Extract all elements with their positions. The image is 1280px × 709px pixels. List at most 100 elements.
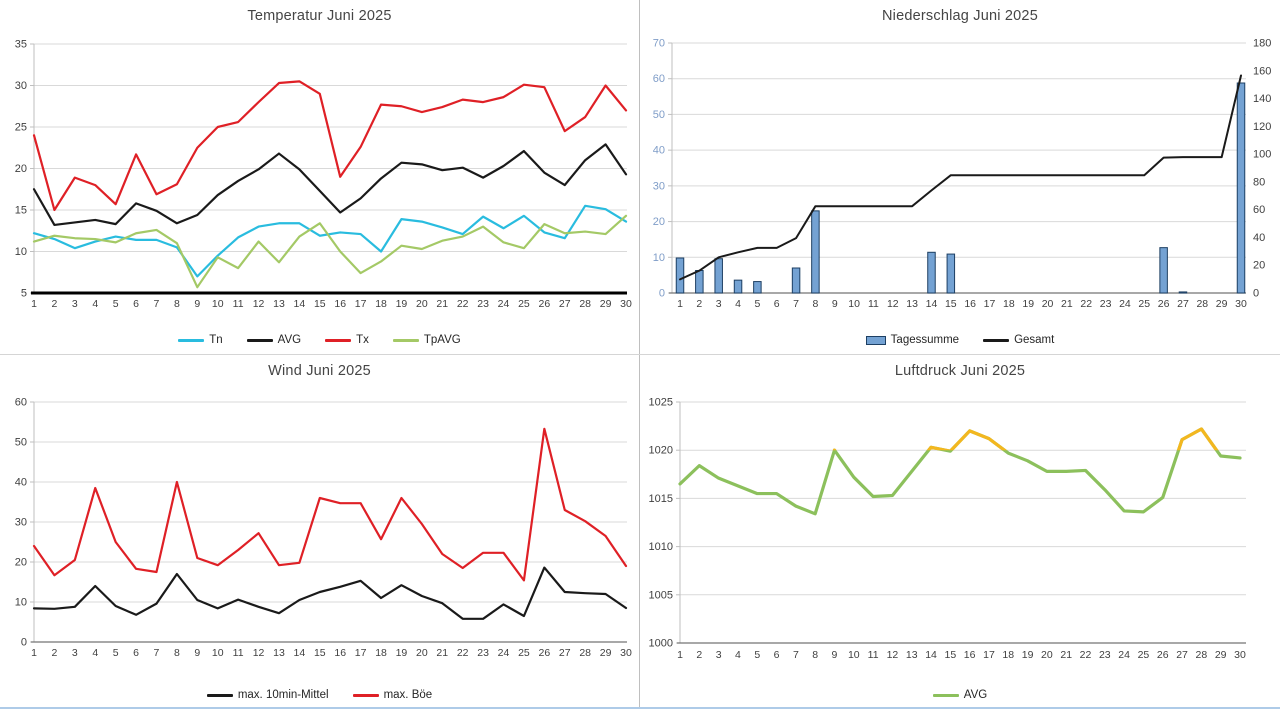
svg-text:1000: 1000	[649, 638, 673, 650]
svg-text:17: 17	[983, 649, 995, 661]
svg-text:30: 30	[620, 647, 632, 659]
svg-text:1: 1	[677, 298, 683, 310]
svg-text:1: 1	[677, 649, 683, 661]
svg-text:1015: 1015	[649, 493, 673, 505]
svg-text:7: 7	[793, 649, 799, 661]
svg-text:50: 50	[15, 437, 27, 449]
legend-item-10min-mittel: max. 10min-Mittel	[206, 689, 329, 701]
svg-text:1025: 1025	[649, 397, 673, 409]
svg-text:25: 25	[1138, 649, 1150, 661]
tpavg-line-swatch	[392, 338, 419, 342]
niederschlag-chart-panel: Niederschlag Juni 2025 70 60 50 40 30 20 10 0 18…	[640, 0, 1280, 354]
svg-text:50: 50	[653, 109, 665, 121]
horizontal-divider	[0, 354, 1280, 355]
svg-text:20: 20	[1041, 649, 1053, 661]
svg-text:23: 23	[477, 647, 489, 659]
svg-text:12: 12	[253, 647, 265, 659]
legend-item-tx: Tx	[325, 334, 369, 346]
svg-text:70: 70	[653, 38, 665, 50]
svg-text:16: 16	[964, 649, 976, 661]
svg-text:14: 14	[294, 298, 306, 310]
svg-text:13: 13	[906, 298, 918, 310]
svg-text:14: 14	[925, 649, 937, 661]
svg-text:12: 12	[253, 298, 265, 310]
svg-text:17: 17	[355, 298, 367, 310]
svg-text:6: 6	[133, 647, 139, 659]
svg-text:5: 5	[113, 647, 119, 659]
svg-text:4: 4	[735, 649, 741, 661]
svg-text:15: 15	[945, 649, 957, 661]
legend-label-boee: max. Böe	[383, 689, 433, 701]
svg-text:30: 30	[620, 298, 632, 310]
svg-text:28: 28	[1196, 298, 1208, 310]
svg-text:21: 21	[1060, 649, 1072, 661]
svg-text:23: 23	[477, 298, 489, 310]
svg-text:16: 16	[334, 298, 346, 310]
svg-text:20: 20	[15, 163, 27, 175]
luftdruck-legend: AVG	[640, 689, 1280, 701]
legend-label-10min-mittel: max. 10min-Mittel	[237, 689, 329, 701]
svg-text:20: 20	[1253, 260, 1265, 272]
svg-text:3: 3	[72, 647, 78, 659]
svg-text:25: 25	[518, 647, 530, 659]
legend-item-tagessumme: Tagessumme	[865, 334, 959, 346]
svg-text:20: 20	[416, 647, 428, 659]
wind-legend: max. 10min-Mittel max. Böe	[0, 689, 639, 701]
svg-text:17: 17	[355, 647, 367, 659]
legend-label-tx: Tx	[356, 334, 369, 346]
svg-text:9: 9	[832, 298, 838, 310]
svg-text:8: 8	[174, 298, 180, 310]
svg-text:18: 18	[375, 647, 387, 659]
svg-text:10: 10	[653, 252, 665, 264]
legend-item-boee: max. Böe	[352, 689, 433, 701]
tn-line-swatch	[178, 338, 205, 342]
svg-text:40: 40	[653, 145, 665, 157]
svg-text:9: 9	[194, 298, 200, 310]
svg-text:5: 5	[754, 298, 760, 310]
svg-text:22: 22	[1080, 649, 1092, 661]
svg-text:5: 5	[113, 298, 119, 310]
svg-text:12: 12	[887, 649, 899, 661]
luftdruck-chart-panel: Luftdruck Juni 2025 1025 1020 1015 1010 1005…	[640, 355, 1280, 709]
svg-text:3: 3	[72, 298, 78, 310]
legend-label-tpavg: TpAVG	[423, 334, 461, 346]
svg-text:11: 11	[233, 647, 244, 659]
svg-text:27: 27	[1176, 649, 1188, 661]
svg-text:15: 15	[945, 298, 957, 310]
svg-text:4: 4	[735, 298, 741, 310]
svg-text:29: 29	[1215, 649, 1227, 661]
svg-text:27: 27	[1177, 298, 1189, 310]
svg-text:80: 80	[1253, 176, 1265, 188]
svg-text:13: 13	[273, 298, 285, 310]
svg-text:8: 8	[812, 649, 818, 661]
svg-text:120: 120	[1253, 121, 1271, 133]
svg-text:24: 24	[1118, 649, 1130, 661]
svg-text:10: 10	[848, 649, 860, 661]
svg-text:60: 60	[1253, 204, 1265, 216]
wind-chart-title: Wind Juni 2025	[268, 363, 371, 379]
svg-text:3: 3	[716, 649, 722, 661]
svg-text:19: 19	[1022, 298, 1034, 310]
svg-text:17: 17	[984, 298, 996, 310]
svg-text:7: 7	[793, 298, 799, 310]
svg-text:28: 28	[579, 298, 591, 310]
svg-text:15: 15	[314, 647, 326, 659]
svg-text:25: 25	[518, 298, 530, 310]
legend-label-gesamt: Gesamt	[1014, 334, 1055, 346]
svg-text:140: 140	[1253, 93, 1271, 105]
svg-text:11: 11	[233, 298, 244, 310]
svg-text:20: 20	[416, 298, 428, 310]
tx-line-swatch	[325, 338, 352, 342]
svg-text:25: 25	[15, 122, 27, 134]
svg-text:20: 20	[653, 216, 665, 228]
svg-text:20: 20	[1042, 298, 1054, 310]
svg-text:14: 14	[926, 298, 938, 310]
svg-text:2: 2	[51, 647, 57, 659]
window-bottom-edge	[0, 707, 1280, 709]
svg-text:30: 30	[1234, 649, 1246, 661]
svg-text:10: 10	[15, 246, 27, 258]
svg-text:29: 29	[1216, 298, 1228, 310]
svg-text:19: 19	[396, 647, 408, 659]
svg-text:0: 0	[659, 288, 665, 300]
